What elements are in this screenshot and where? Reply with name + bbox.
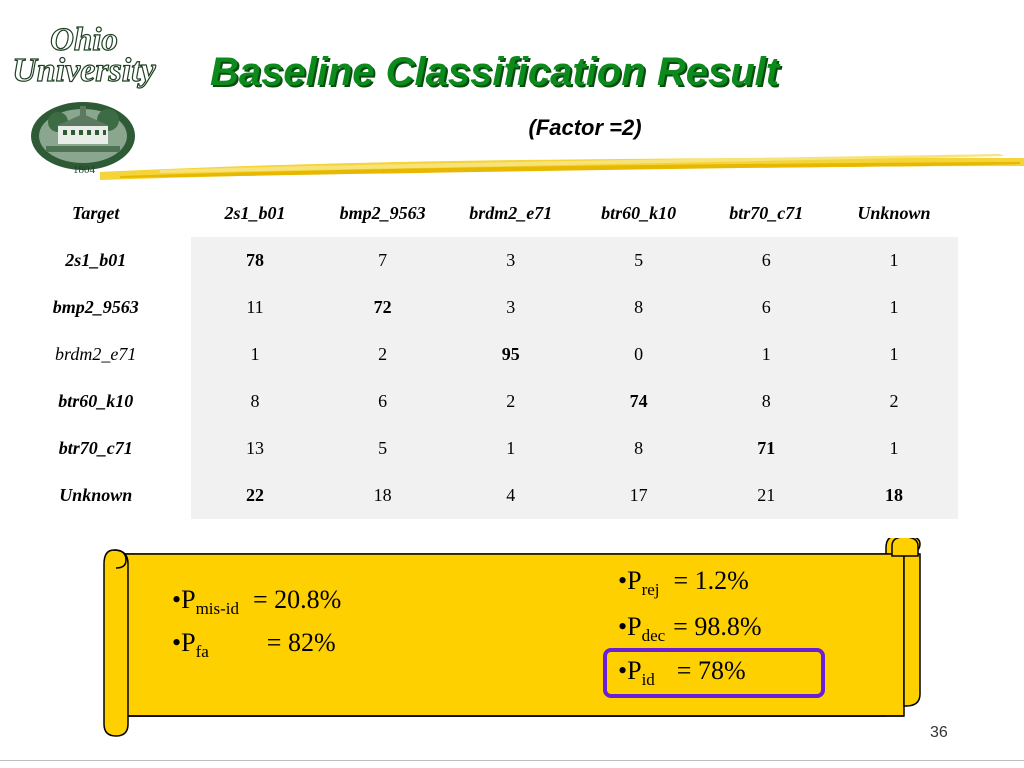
table-cell: 21	[702, 472, 831, 519]
table-row: btr70_c71 13 5 1 8 71 1	[0, 425, 1000, 472]
table-cell: 17	[574, 472, 703, 519]
column-header: bmp2_9563	[318, 190, 447, 237]
row-header: bmp2_9563	[0, 284, 192, 331]
table-cell: 6	[702, 284, 831, 331]
table-cell: 22	[191, 472, 319, 519]
table-row: btr60_k10 8 6 2 74 8 2	[0, 378, 1000, 425]
confusion-matrix-table: Target 2s1_b01 bmp2_9563 brdm2_e71 btr60…	[0, 190, 1000, 519]
table-row: 2s1_b01 78 7 3 5 6 1	[0, 237, 1000, 284]
stat-value: = 78%	[676, 656, 746, 685]
stat-p-rej: •Prej = 1.2%	[618, 566, 749, 600]
corner-header: Target	[72, 203, 120, 223]
table-cell: 8	[574, 425, 703, 472]
table-pad	[958, 190, 1000, 237]
column-header: btr60_k10	[574, 190, 703, 237]
footer-divider	[0, 760, 1024, 761]
stat-value: = 82%	[266, 628, 336, 657]
table-cell: 6	[702, 237, 831, 284]
table-cell: 1	[702, 331, 831, 378]
highlight-box	[603, 648, 825, 698]
table-pad	[957, 284, 1000, 331]
stat-value: = 20.8%	[253, 585, 342, 614]
stat-value: = 98.8%	[673, 612, 762, 641]
table-cell: 1	[830, 284, 958, 331]
stat-p-fa: •Pfa = 82%	[172, 628, 336, 662]
table-row: Unknown 22 18 4 17 21 18	[0, 472, 1000, 519]
table-cell: 71	[702, 425, 831, 472]
stat-subscript: id	[641, 670, 655, 689]
stat-subscript: dec	[641, 626, 666, 645]
table-pad	[957, 237, 1000, 284]
slide-subtitle: (Factor =2)	[528, 115, 642, 140]
stat-bullet: •P	[172, 585, 196, 614]
table-cell: 8	[574, 284, 703, 331]
logo-year: 1804	[73, 164, 95, 176]
table-cell: 6	[318, 378, 447, 425]
slide-title: Baseline Classification Result	[210, 50, 780, 94]
table-cell: 74	[574, 378, 703, 425]
table-cell: 3	[446, 237, 575, 284]
stat-value: = 1.2%	[673, 566, 749, 595]
table-cell: 1	[830, 331, 958, 378]
table-cell: 1	[446, 425, 575, 472]
ohio-university-logo: Ohio University 1804	[4, 21, 164, 176]
row-header: btr60_k10	[0, 378, 192, 425]
table-row: bmp2_9563 11 72 3 8 6 1	[0, 284, 1000, 331]
table-cell: 72	[318, 284, 447, 331]
table-pad	[957, 378, 1000, 425]
table-cell: 1	[830, 425, 958, 472]
column-header: brdm2_e71	[446, 190, 575, 237]
column-header: btr70_c71	[702, 190, 831, 237]
row-header: 2s1_b01	[0, 237, 192, 284]
table-cell: 4	[446, 472, 575, 519]
table-cell: 95	[446, 331, 575, 378]
table-cell: 1	[830, 237, 958, 284]
table-row: brdm2_e71 1 2 95 0 1 1	[0, 331, 1000, 378]
table-cell: 18	[318, 472, 447, 519]
row-header: brdm2_e71	[0, 331, 192, 378]
table-cell: 5	[318, 425, 447, 472]
stat-bullet: •P	[618, 566, 642, 595]
column-header: Unknown	[830, 190, 958, 237]
table-cell: 3	[446, 284, 575, 331]
table-cell: 78	[191, 237, 319, 284]
row-header: Unknown	[0, 472, 192, 519]
table-cell: 8	[702, 378, 831, 425]
page-number: 36	[930, 724, 948, 741]
stat-p-dec: •Pdec = 98.8%	[618, 612, 761, 646]
logo-word-university: University	[12, 51, 157, 89]
stat-subscript: rej	[641, 580, 660, 599]
table-cell: 8	[191, 378, 319, 425]
table-pad	[957, 331, 1000, 378]
campus-building-icon	[31, 102, 135, 170]
stat-bullet: •P	[172, 628, 196, 657]
stat-p-id: •Pid = 78%	[618, 656, 746, 690]
table-cell: 2	[318, 331, 447, 378]
decorative-swoosh	[100, 154, 1024, 180]
scroll-banner	[103, 538, 921, 737]
table-cell: 13	[191, 425, 319, 472]
table-pad	[957, 425, 1000, 472]
stat-subscript: mis-id	[195, 599, 240, 618]
table-cell: 18	[830, 472, 958, 519]
stat-subscript: fa	[195, 642, 209, 661]
stat-p-misid: •Pmis-id = 20.8%	[172, 585, 341, 619]
table-cell: 5	[574, 237, 703, 284]
table-cell: 2	[830, 378, 958, 425]
table-header-row: Target 2s1_b01 bmp2_9563 brdm2_e71 btr60…	[0, 190, 1000, 237]
row-header: btr70_c71	[0, 425, 192, 472]
stat-bullet: •P	[618, 612, 642, 641]
table-pad	[957, 472, 1000, 519]
stat-bullet: •P	[618, 656, 642, 685]
table-cell: 0	[574, 331, 703, 378]
table-cell: 2	[446, 378, 575, 425]
table-cell: 7	[318, 237, 447, 284]
logo-word-ohio: Ohio	[49, 21, 118, 58]
table-cell: 1	[191, 331, 319, 378]
column-header: 2s1_b01	[191, 190, 319, 237]
table-cell: 11	[191, 284, 319, 331]
